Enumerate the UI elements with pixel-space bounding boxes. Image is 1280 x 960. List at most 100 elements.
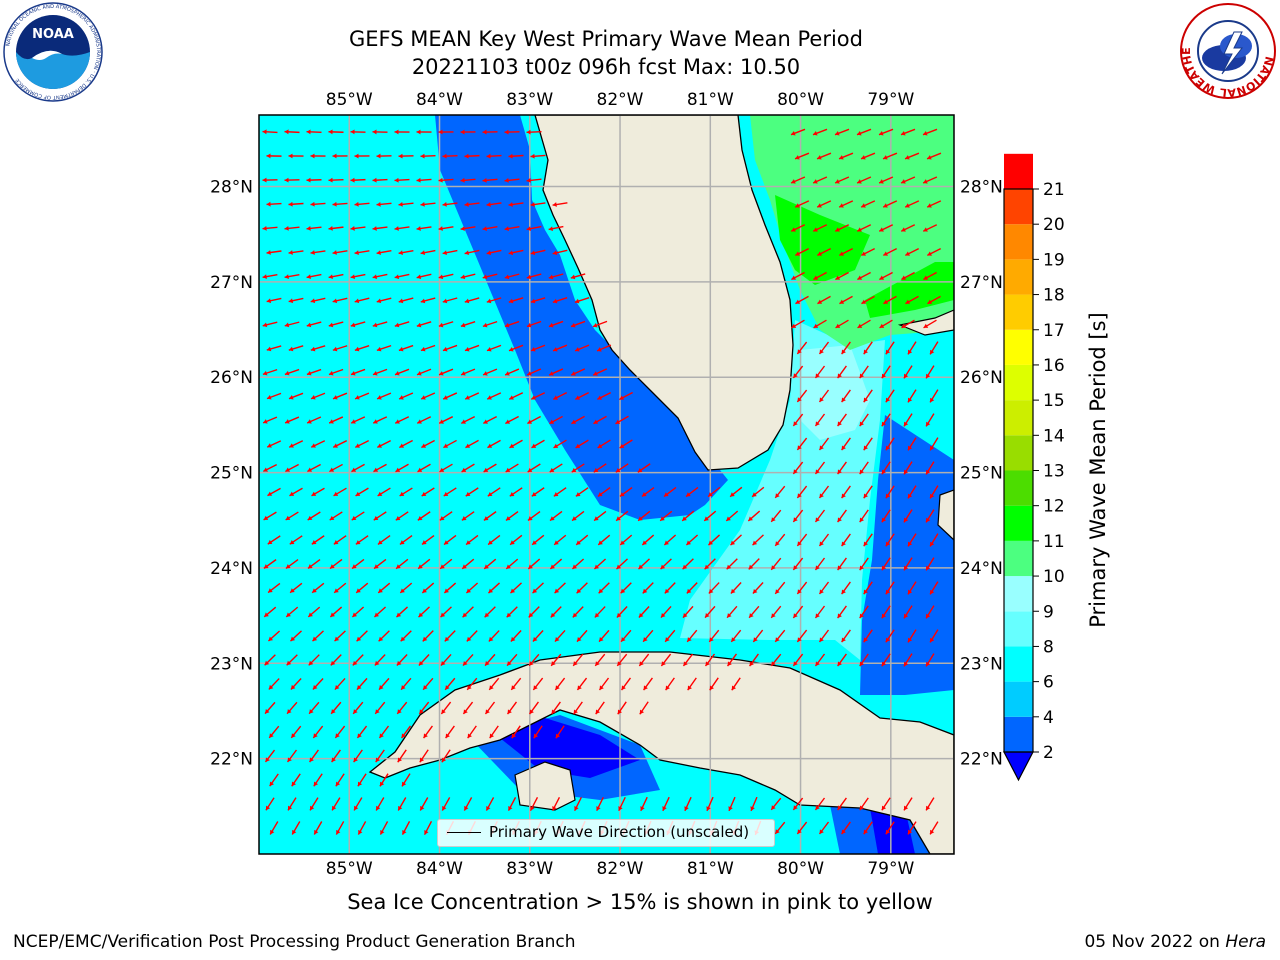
- wave-arrow-head: [682, 564, 688, 570]
- wave-arrow-head: [748, 564, 754, 570]
- wave-arrow-head: [841, 445, 846, 451]
- wave-arrow-head: [903, 517, 909, 523]
- wave-arrow-head: [572, 516, 577, 521]
- wave-arrow-head: [791, 179, 796, 184]
- wave-arrow-head: [506, 612, 512, 618]
- wave-arrow-head: [595, 661, 600, 666]
- lon-tick-label-top: 83°W: [506, 90, 553, 110]
- wave-arrow-head: [548, 226, 554, 232]
- wave-arrow-head: [439, 419, 444, 424]
- wave-arrow-head: [812, 131, 818, 136]
- wave-arrow-head: [486, 298, 492, 304]
- wave-arrow-head: [819, 829, 824, 835]
- wave-arrow-head: [443, 395, 448, 400]
- wave-arrow-head: [399, 395, 404, 400]
- wave-arrow-head: [926, 373, 931, 379]
- wave-arrow-head: [376, 346, 382, 352]
- wave-arrow-head: [268, 636, 274, 642]
- wave-arrow-head: [883, 155, 888, 160]
- lon-tick-label-bottom: 82°W: [597, 859, 644, 879]
- wave-arrow-head: [508, 153, 513, 159]
- wave-arrow-head: [532, 636, 538, 642]
- wave-arrow-head: [397, 709, 402, 714]
- wave-arrow-head: [421, 443, 427, 448]
- wave-arrow-head: [398, 201, 403, 207]
- wave-arrow-head: [420, 202, 425, 207]
- wave-arrow-head: [837, 469, 842, 475]
- wave-arrow-head: [576, 588, 582, 594]
- wave-arrow-head: [350, 177, 355, 183]
- wave-arrow-head: [285, 467, 290, 472]
- wave-arrow-head: [507, 661, 512, 666]
- wave-arrow-head: [922, 131, 928, 136]
- wave-arrow-head: [817, 155, 822, 160]
- wave-arrow-head: [753, 637, 758, 642]
- wave-arrow-head: [665, 637, 670, 642]
- wave-arrow-head: [817, 203, 822, 208]
- wave-arrow-head: [706, 806, 711, 811]
- lat-tick-label-left: 28°N: [210, 178, 253, 198]
- wave-arrow-head: [570, 322, 576, 328]
- wave-arrow-head: [839, 203, 844, 208]
- footer-date: 05 Nov 2022 on: [1084, 932, 1226, 952]
- wave-arrow-head: [311, 539, 317, 545]
- lat-tick-label-right: 23°N: [960, 654, 1003, 674]
- wave-arrow-head: [709, 637, 714, 642]
- wave-arrow-head: [488, 636, 494, 642]
- colorbar-tick-label: 14: [1043, 426, 1065, 446]
- wave-arrow-head: [819, 445, 824, 451]
- wave-arrow-head: [380, 829, 385, 835]
- wave-arrow-head: [819, 397, 824, 403]
- wave-arrow-head: [594, 612, 600, 618]
- wave-arrow-head: [483, 467, 489, 472]
- wave-arrow-head: [730, 540, 736, 546]
- wave-arrow-head: [660, 612, 666, 618]
- wave-arrow-head: [460, 177, 465, 183]
- wave-arrow-head: [598, 588, 604, 594]
- wave-arrow-head: [930, 637, 935, 643]
- colorbar-tick-label: 11: [1043, 532, 1065, 552]
- map-frame: [258, 114, 955, 855]
- wave-arrow-head: [306, 322, 312, 328]
- wave-arrow-head: [903, 565, 909, 571]
- wave-arrow-head: [374, 564, 379, 569]
- wave-arrow-head: [619, 395, 625, 400]
- wave-arrow-head: [309, 709, 314, 714]
- wave-arrow-head: [835, 227, 840, 232]
- wave-arrow-head: [901, 323, 907, 328]
- wave-arrow-head: [421, 540, 427, 545]
- wave-arrow-head: [705, 661, 710, 666]
- wave-arrow-head: [771, 517, 776, 522]
- wave-arrow-head: [310, 201, 315, 207]
- wave-arrow-head: [532, 588, 538, 594]
- wave-arrow-head: [664, 492, 669, 497]
- wave-arrow-head: [620, 588, 626, 594]
- wave-arrow-head: [813, 179, 818, 184]
- wave-arrow-head: [484, 564, 489, 569]
- wave-arrow-head: [394, 226, 399, 231]
- wave-arrow-head: [642, 540, 647, 545]
- wave-arrow-head: [308, 660, 314, 666]
- wave-arrow-head: [529, 709, 534, 715]
- wave-arrow-head: [397, 757, 402, 763]
- wave-arrow-head: [373, 467, 379, 472]
- wave-arrow-head: [532, 540, 537, 545]
- wave-arrow-head: [262, 129, 267, 135]
- colorbar-label: Primary Wave Mean Period [s]: [1086, 312, 1110, 628]
- wave-arrow-head: [466, 588, 471, 594]
- wave-arrow-head: [266, 346, 272, 352]
- wave-arrow-head: [291, 733, 296, 738]
- wave-arrow-head: [510, 588, 516, 594]
- wave-arrow-head: [617, 709, 623, 715]
- wave-arrow-head: [930, 541, 935, 547]
- wave-arrow-head: [660, 516, 665, 521]
- colorbar-tick-label: 16: [1043, 356, 1065, 376]
- wave-arrow-head: [376, 805, 381, 811]
- wave-arrow-head: [708, 588, 714, 594]
- wave-arrow-head: [312, 636, 318, 642]
- colorbar-segment: [1004, 611, 1033, 647]
- wave-arrow-head: [290, 684, 296, 690]
- wave-arrow-head: [488, 588, 494, 594]
- wave-arrow-head: [417, 515, 423, 521]
- wave-arrow-head: [417, 467, 423, 472]
